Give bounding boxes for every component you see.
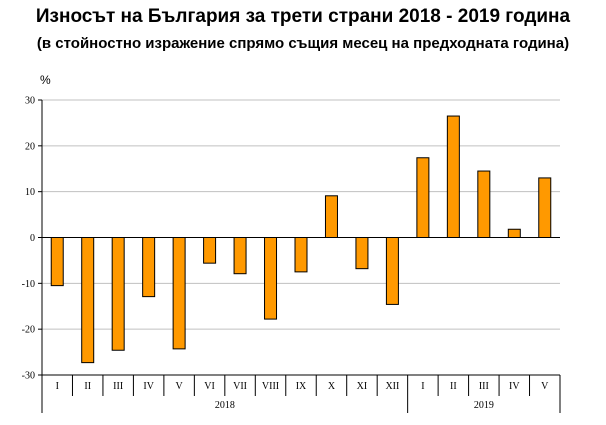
bar — [172, 237, 186, 350]
bar — [294, 237, 308, 273]
x-tick-label: X — [328, 381, 336, 392]
y-tick-label: 10 — [25, 187, 35, 198]
x-group-label: 2019 — [474, 400, 494, 411]
bar — [538, 177, 552, 239]
x-tick-label: VIII — [262, 381, 279, 392]
bar — [416, 157, 430, 238]
x-tick-label: V — [541, 381, 549, 392]
x-tick-label: III — [113, 381, 123, 392]
y-axis-unit-label: % — [40, 73, 51, 87]
x-tick-label: XII — [385, 381, 399, 392]
x-tick-label: II — [450, 381, 457, 392]
x-tick-label: XI — [357, 381, 368, 392]
y-tick-label: -30 — [22, 371, 35, 382]
x-tick-label: IV — [143, 381, 154, 392]
y-tick-label: 0 — [30, 233, 35, 244]
x-tick-label: V — [176, 381, 184, 392]
bar — [50, 237, 64, 287]
y-tick-label: -10 — [22, 279, 35, 290]
bar — [507, 228, 521, 238]
bar — [324, 195, 338, 239]
y-tick-label: 30 — [25, 96, 35, 107]
x-tick-label: II — [84, 381, 91, 392]
x-tick-label: IV — [509, 381, 520, 392]
x-tick-label: III — [479, 381, 489, 392]
chart-subtitle: (в стойностно изражение спрямо същия мес… — [36, 35, 570, 52]
bar — [355, 237, 369, 270]
bar — [111, 237, 125, 351]
x-tick-label: I — [421, 381, 424, 392]
bar — [233, 237, 247, 275]
bar — [264, 237, 278, 320]
bar — [477, 170, 491, 239]
bar — [203, 237, 217, 264]
bar — [385, 237, 399, 305]
chart-title: Износът на България за трети страни 2018… — [35, 6, 571, 27]
y-tick-label: -20 — [22, 325, 35, 336]
x-group-label: 2018 — [215, 400, 235, 411]
y-tick-label: 20 — [25, 141, 35, 152]
bar — [81, 237, 95, 364]
x-tick-label: VI — [204, 381, 215, 392]
x-tick-label: IX — [296, 381, 307, 392]
x-tick-label: VII — [233, 381, 247, 392]
bar — [142, 237, 156, 298]
bar — [446, 115, 460, 238]
bars — [50, 115, 552, 364]
x-tick-label: I — [56, 381, 59, 392]
